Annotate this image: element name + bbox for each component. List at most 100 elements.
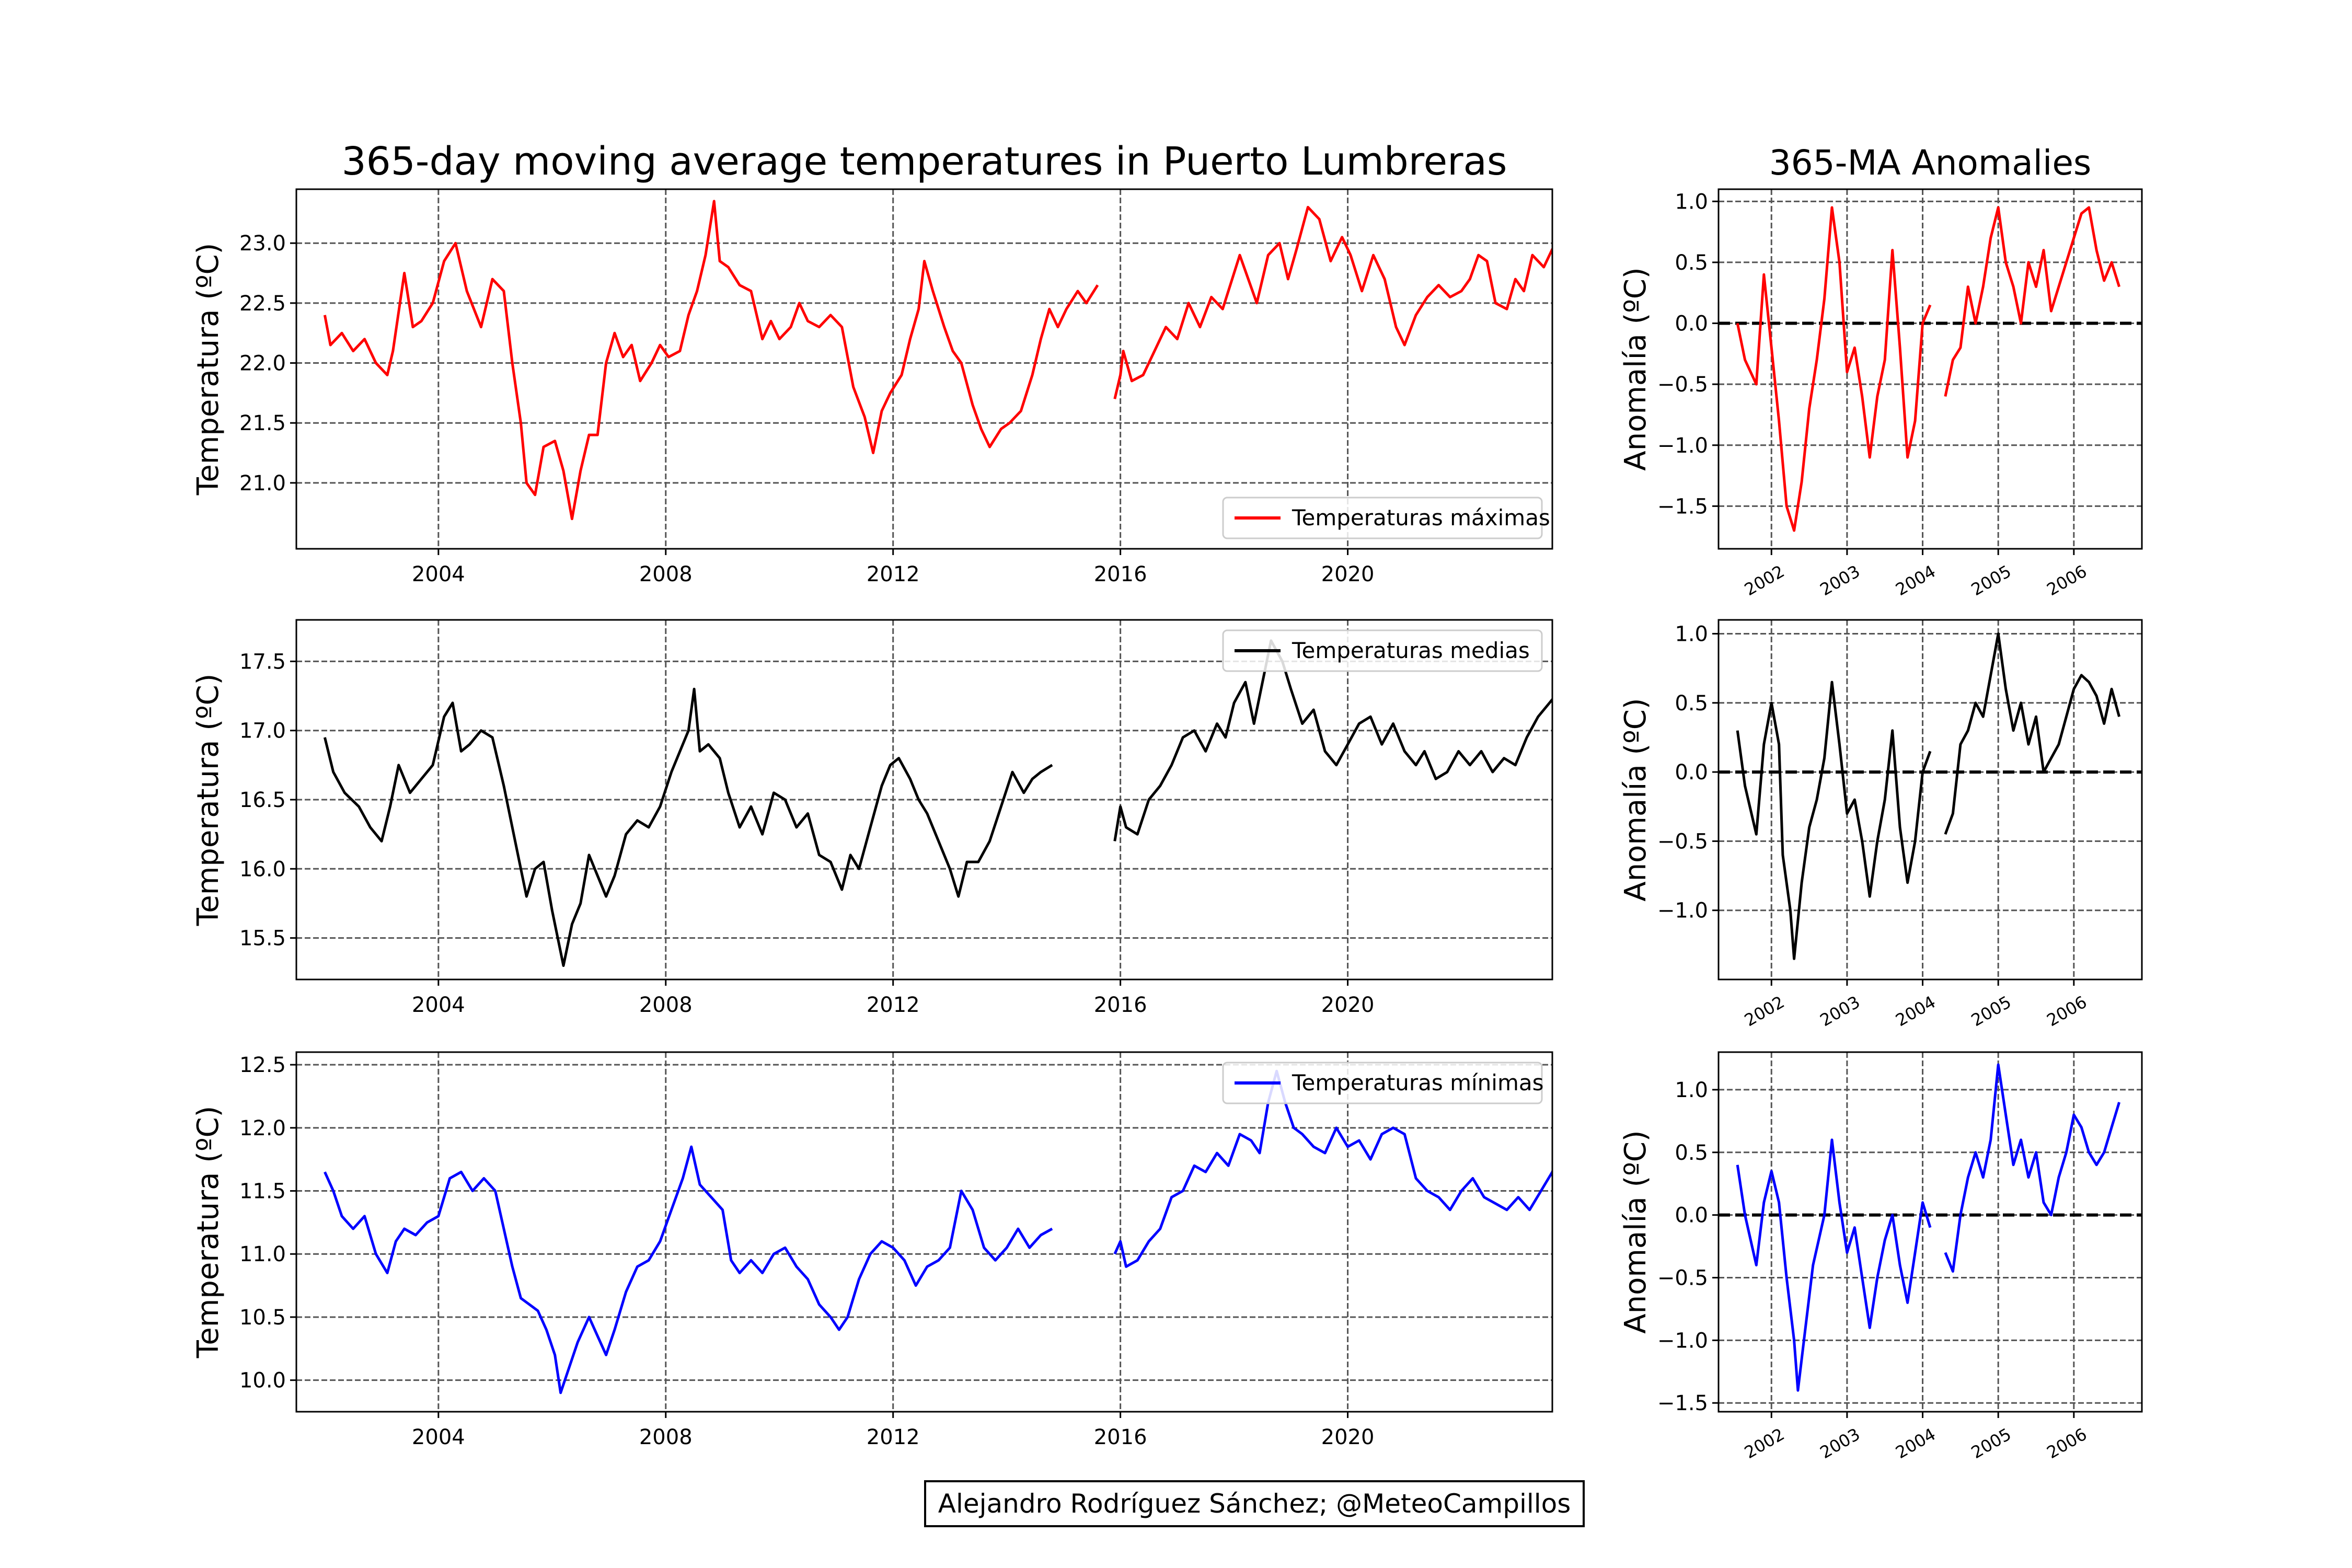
x-tick-label: 2005	[1968, 561, 2015, 600]
x-tick-label: 2002	[1741, 1424, 1788, 1463]
x-tick-label: 2016	[1094, 993, 1147, 1017]
legend-label: Temperaturas máximas	[1292, 505, 1550, 531]
y-axis-label: Temperatura (ºC)	[191, 674, 225, 927]
x-tick-label: 2016	[1094, 562, 1147, 586]
x-tick-label: 2003	[1817, 561, 1864, 600]
series-line-0-segment-1	[1944, 1063, 2120, 1273]
x-tick-label: 2005	[1968, 1424, 2015, 1463]
axes-frame	[1717, 1051, 2143, 1413]
x-tick-label: 2006	[2044, 1424, 2091, 1463]
series-line-0-segment-0	[1736, 206, 1932, 532]
x-tick-label: 2012	[867, 993, 920, 1017]
series-line-0-segment-1	[1113, 1069, 1552, 1268]
y-tick-label: −0.5	[1657, 829, 1708, 854]
series-line-0-segment-0	[323, 687, 1053, 967]
y-tick-label: −1.0	[1657, 899, 1708, 923]
chart-panel-max: 2004 2008 2012 2016 2020 21.0 21.5 22.0 22.5 23.0…	[191, 139, 1553, 586]
y-tick-label: −0.5	[1657, 1266, 1708, 1290]
y-axis-label: Temperatura (ºC)	[191, 243, 225, 496]
legend: Temperaturas máximas	[1222, 497, 1550, 539]
y-tick-label: 22.5	[239, 292, 286, 316]
chart-panel-min: 2004 2008 2012 2016 2020 10.0 10.5 11.0 11.5 12.0…	[191, 1051, 1553, 1449]
y-tick-label: 1.0	[1675, 1078, 1708, 1102]
y-tick-label: 12.0	[239, 1116, 286, 1140]
y-tick-label: 0.5	[1675, 1141, 1708, 1165]
y-tick-label: 1.0	[1675, 190, 1708, 214]
credit-text: Alejandro Rodríguez Sánchez; @MeteoCampi…	[938, 1489, 1571, 1519]
legend-label: Temperaturas mínimas	[1292, 1070, 1544, 1096]
legend: Temperaturas medias	[1222, 629, 1543, 672]
y-tick-label: 10.0	[239, 1369, 286, 1393]
series-line-0-segment-0	[1736, 1138, 1932, 1392]
x-tick-label: 2006	[2044, 561, 2091, 600]
series-line-0-segment-1	[1113, 639, 1552, 841]
chart-title: 365-day moving average temperatures in P…	[342, 139, 1507, 184]
axes-frame	[1717, 619, 2143, 981]
x-tick-label: 2020	[1321, 1425, 1375, 1449]
x-tick-label: 2008	[639, 993, 693, 1017]
x-tick-label: 2004	[1892, 1424, 1939, 1463]
x-tick-label: 2006	[2044, 992, 2091, 1031]
chart-panel-mean-anomaly: 2002 2003 2004 2005 2006 −1.0 −0.5 0.0 0.5 1.0 Ano…	[1619, 619, 2143, 1031]
y-tick-label: −1.5	[1657, 1391, 1708, 1415]
credit-box: Alejandro Rodríguez Sánchez; @MeteoCampi…	[924, 1480, 1585, 1527]
y-tick-label: 17.5	[239, 650, 286, 674]
y-tick-label: 16.5	[239, 788, 286, 812]
y-tick-label: 1.0	[1675, 622, 1708, 646]
y-axis-label: Temperatura (ºC)	[191, 1106, 225, 1359]
chart-panel-mean: 2004 2008 2012 2016 2020 15.5 16.0 16.5 17.0 17.5…	[191, 619, 1553, 1017]
x-tick-label: 2008	[639, 1425, 693, 1449]
series-line-0-segment-1	[1113, 205, 1552, 399]
y-axis-label: Anomalía (ºC)	[1619, 698, 1653, 901]
x-tick-label: 2003	[1817, 992, 1864, 1031]
axes-frame	[1717, 188, 2143, 550]
legend-frame	[1222, 1062, 1543, 1104]
series-line-0-segment-1	[1944, 206, 2120, 397]
x-tick-label: 2005	[1968, 992, 2015, 1031]
x-tick-label: 2004	[1892, 992, 1939, 1031]
y-tick-label: 23.0	[239, 232, 286, 256]
y-tick-label: 21.5	[239, 411, 286, 435]
x-tick-label: 2008	[639, 562, 693, 586]
x-tick-label: 2020	[1321, 562, 1375, 586]
y-tick-label: 0.0	[1675, 760, 1708, 785]
y-tick-label: 0.0	[1675, 1204, 1708, 1228]
y-tick-label: 0.5	[1675, 691, 1708, 716]
y-tick-label: 22.0	[239, 352, 286, 376]
y-tick-label: 11.5	[239, 1180, 286, 1204]
series-line-0-segment-1	[1944, 632, 2121, 835]
y-tick-label: 11.0	[239, 1242, 286, 1266]
y-axis-label: Anomalía (ºC)	[1619, 267, 1653, 470]
y-tick-label: 17.0	[239, 719, 286, 743]
legend-label: Temperaturas medias	[1292, 638, 1530, 663]
series-line-0-segment-0	[323, 200, 1099, 521]
x-tick-label: 2004	[412, 993, 465, 1017]
y-tick-label: 21.0	[239, 471, 286, 495]
axes-frame	[295, 1051, 1553, 1413]
y-tick-label: −1.0	[1657, 1329, 1708, 1353]
y-axis-label: Anomalía (ºC)	[1619, 1130, 1653, 1333]
legend-frame	[1222, 629, 1543, 672]
y-tick-label: 12.5	[239, 1053, 286, 1077]
y-tick-label: 0.0	[1675, 312, 1708, 336]
y-tick-label: −1.0	[1657, 434, 1708, 458]
series-line-0-segment-0	[1736, 681, 1932, 960]
x-tick-label: 2004	[412, 1425, 465, 1449]
series-line-0-segment-0	[324, 1145, 1053, 1394]
chart-panel-min-anomaly: 2002 2003 2004 2005 2006 −1.5 −1.0 −0.5 0.0 0.5 1.…	[1619, 1051, 2143, 1463]
y-tick-label: 0.5	[1675, 251, 1708, 275]
x-tick-label: 2003	[1817, 1424, 1864, 1463]
chart-title: 365-MA Anomalies	[1769, 143, 2092, 183]
chart-panel-max-anomaly: 2002 2003 2004 2005 2006 −1.5 −1.0 −0.5 0.0 0.5 1.…	[1619, 143, 2143, 600]
y-tick-label: −0.5	[1657, 373, 1708, 397]
x-tick-label: 2002	[1741, 561, 1788, 600]
y-tick-label: 16.0	[239, 857, 286, 881]
y-tick-label: 15.5	[239, 927, 286, 951]
x-tick-label: 2020	[1321, 993, 1375, 1017]
legend: Temperaturas mínimas	[1222, 1062, 1544, 1104]
legend-frame	[1222, 497, 1543, 539]
x-tick-label: 2012	[867, 1425, 920, 1449]
y-tick-label: 10.5	[239, 1306, 286, 1330]
x-tick-label: 2004	[1892, 561, 1939, 600]
